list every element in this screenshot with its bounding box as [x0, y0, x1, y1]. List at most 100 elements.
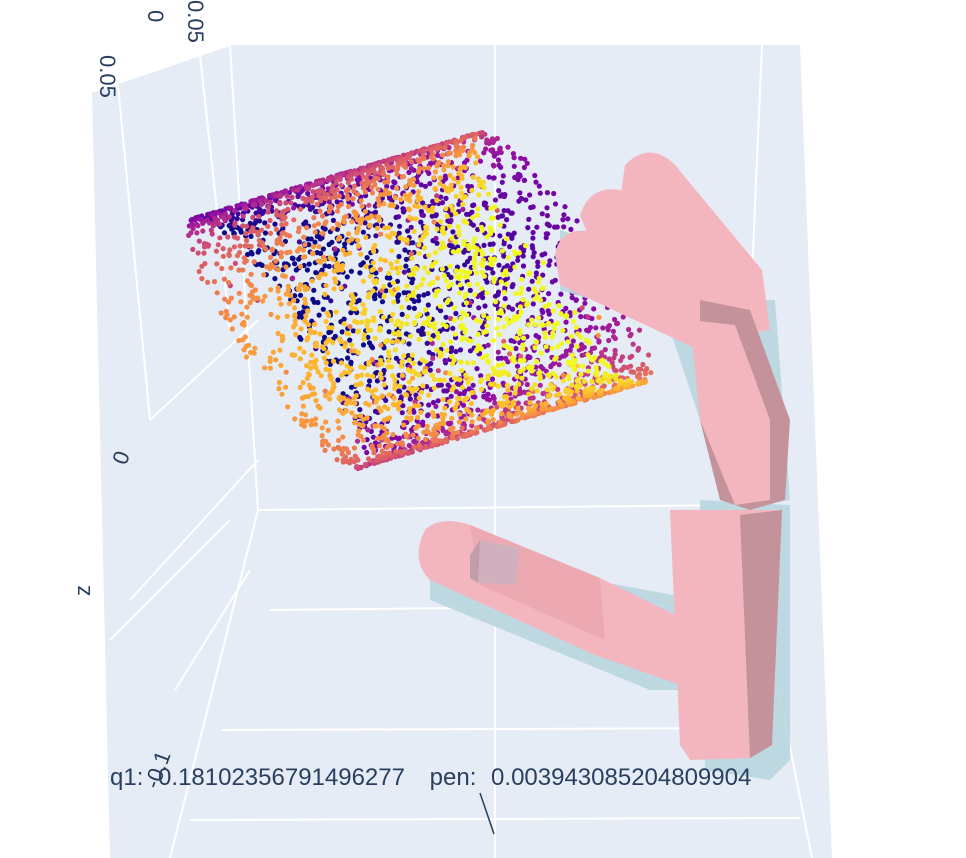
point-cloud-point — [457, 166, 463, 172]
point-cloud-point — [439, 266, 445, 272]
point-cloud-point — [485, 191, 492, 197]
point-cloud-point — [195, 223, 201, 229]
point-cloud-point — [381, 172, 387, 178]
point-cloud-point — [304, 267, 310, 273]
point-cloud-point — [589, 315, 595, 322]
point-cloud-point — [317, 259, 323, 265]
point-cloud-point — [396, 292, 402, 298]
point-cloud-point — [560, 372, 566, 378]
annotation-text: q1: 0.18102356791496277 pen: 0.003943085… — [110, 764, 751, 791]
point-cloud-point — [221, 216, 227, 222]
point-cloud-point — [331, 381, 337, 387]
point-cloud-point — [358, 251, 364, 257]
point-cloud-point — [500, 369, 507, 375]
point-cloud-point — [441, 163, 447, 169]
object-mesh — [470, 540, 520, 585]
q1-value: 0.18102356791496277 — [158, 764, 405, 791]
point-cloud-point — [599, 387, 605, 393]
point-cloud-point — [492, 204, 498, 210]
point-cloud-point — [329, 239, 335, 245]
point-cloud-point — [640, 379, 646, 385]
point-cloud-point — [399, 311, 405, 317]
point-cloud-point — [515, 405, 521, 411]
point-cloud-point — [526, 322, 532, 328]
point-cloud-point — [271, 264, 277, 270]
point-cloud-point — [347, 337, 353, 343]
point-cloud-point — [448, 274, 454, 280]
point-cloud-point — [450, 164, 456, 170]
point-cloud-point — [491, 395, 497, 402]
point-cloud-point — [477, 319, 483, 325]
point-cloud-point — [476, 183, 482, 189]
point-cloud-point — [403, 263, 409, 269]
point-cloud-point — [220, 246, 226, 252]
point-cloud-point — [450, 207, 456, 213]
point-cloud-point — [360, 278, 366, 284]
point-cloud-point — [407, 396, 413, 402]
point-cloud-point — [323, 419, 329, 425]
point-cloud-point — [366, 215, 372, 221]
point-cloud-point — [278, 250, 284, 256]
point-cloud-point — [377, 371, 384, 377]
point-cloud-point — [287, 249, 293, 255]
point-cloud-point — [468, 400, 474, 407]
point-cloud-point — [378, 357, 384, 363]
point-cloud-point — [367, 273, 373, 279]
point-cloud-point — [490, 365, 496, 371]
point-cloud-point — [461, 390, 467, 397]
point-cloud-point — [314, 250, 320, 256]
point-cloud-point — [480, 290, 486, 296]
point-cloud-point — [582, 397, 588, 403]
point-cloud-point — [370, 260, 376, 266]
point-cloud-point — [372, 280, 378, 286]
point-cloud-point — [345, 355, 351, 361]
point-cloud-point — [485, 375, 491, 382]
point-cloud-point — [326, 263, 332, 269]
point-cloud-point — [451, 305, 457, 311]
y-tick-label-0: 0.05 — [95, 55, 120, 98]
point-cloud-point — [410, 375, 416, 381]
point-cloud-point — [404, 314, 410, 320]
point-cloud-point — [276, 386, 282, 392]
point-cloud-point — [545, 393, 552, 399]
point-cloud-point — [520, 335, 527, 341]
point-cloud-point — [429, 340, 435, 346]
point-cloud-point — [469, 412, 475, 418]
point-cloud-point — [432, 169, 438, 175]
point-cloud-point — [536, 334, 542, 340]
point-cloud-point — [399, 304, 405, 310]
point-cloud-point — [400, 237, 406, 243]
point-cloud-point — [574, 363, 580, 369]
point-cloud-point — [491, 163, 497, 169]
point-cloud-point — [457, 359, 464, 365]
point-cloud-point — [263, 246, 269, 252]
point-cloud-point — [448, 212, 454, 218]
point-cloud-point — [358, 364, 364, 370]
point-cloud-point — [457, 347, 464, 353]
point-cloud-point — [411, 444, 417, 450]
point-cloud-point — [416, 298, 422, 304]
point-cloud-point — [360, 302, 366, 308]
point-cloud-point — [415, 198, 421, 204]
point-cloud-point — [306, 186, 312, 192]
point-cloud-point — [353, 382, 359, 388]
point-cloud-point — [485, 358, 491, 364]
point-cloud-point — [349, 342, 355, 348]
point-cloud-point — [310, 189, 316, 195]
point-cloud-point — [361, 444, 367, 450]
point-cloud-point — [422, 320, 428, 326]
point-cloud-point — [310, 244, 316, 250]
point-cloud-point — [426, 165, 432, 171]
point-cloud-point — [356, 328, 362, 334]
point-cloud-point — [575, 331, 581, 337]
point-cloud-point — [434, 288, 440, 294]
point-cloud-point — [507, 351, 513, 357]
point-cloud-point — [334, 208, 341, 214]
point-cloud-point — [387, 288, 394, 294]
point-cloud-point — [316, 312, 322, 318]
point-cloud-point — [442, 357, 448, 364]
point-cloud-point — [473, 270, 480, 276]
point-cloud-point — [486, 425, 492, 431]
point-cloud-point — [375, 176, 381, 182]
